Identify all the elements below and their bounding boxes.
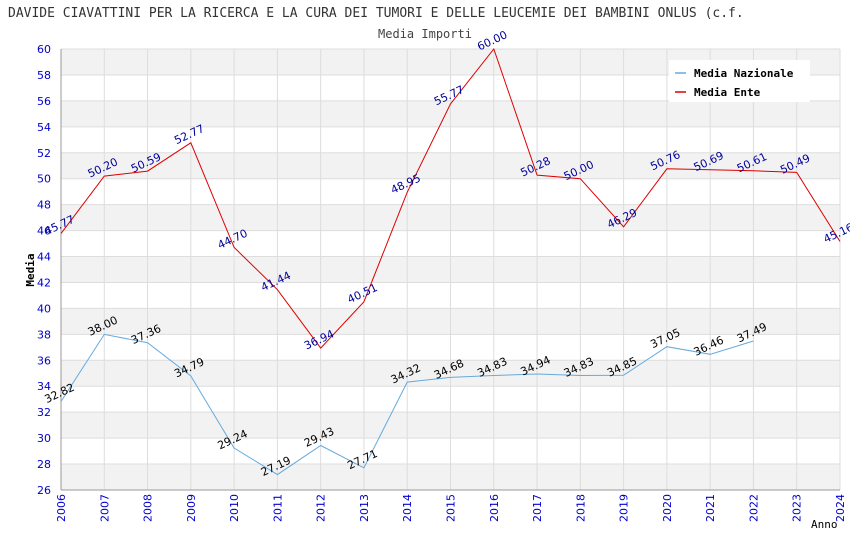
y-tick-label: 60: [37, 43, 51, 56]
chart-title: DAVIDE CIAVATTINI PER LA RICERCA E LA CU…: [8, 6, 744, 21]
y-tick-label: 52: [37, 147, 51, 160]
x-tick-label: 2010: [228, 494, 241, 522]
legend-label: Media Ente: [694, 86, 761, 99]
y-tick-label: 58: [37, 69, 51, 82]
x-tick-labels: 2006 2007 2008 2009 2010 2011 2012 2013 2014 2015…: [55, 494, 847, 522]
y-tick-labels: 26 28 30 32 34 36 38 40 42 44 46 48 50 52 54 56 58 60: [37, 43, 51, 497]
data-label: 45.77: [42, 213, 76, 238]
y-tick-label: 34: [37, 380, 51, 393]
y-tick-label: 30: [37, 432, 51, 445]
y-tick-label: 26: [37, 484, 51, 497]
y-tick-label: 48: [37, 199, 51, 212]
x-tick-label: 2022: [747, 494, 760, 522]
x-tick-label: 2007: [98, 494, 111, 522]
y-tick-label: 50: [37, 173, 51, 186]
x-tick-label: 2006: [55, 494, 68, 522]
legend-label: Media Nazionale: [694, 67, 794, 80]
data-label: 36.46: [692, 334, 726, 359]
x-tick-label: 2018: [574, 494, 587, 522]
x-axis-label: Anno: [811, 518, 838, 531]
x-tick-label: 2023: [791, 494, 804, 522]
axes: [60, 49, 840, 491]
y-tick-label: 38: [37, 328, 51, 341]
y-axis-label: Media: [24, 253, 37, 286]
y-tick-label: 40: [37, 302, 51, 315]
x-tick-label: 2011: [271, 494, 284, 522]
x-tick-label: 2020: [661, 494, 674, 522]
x-tick-label: 2013: [358, 494, 371, 522]
y-tick-label: 44: [37, 251, 51, 264]
x-tick-label: 2016: [488, 494, 501, 522]
x-tick-label: 2017: [531, 494, 544, 522]
y-tick-label: 46: [37, 225, 51, 238]
y-tick-label: 56: [37, 95, 51, 108]
x-tick-label: 2009: [185, 494, 198, 522]
chart-subtitle: Media Importi: [378, 27, 472, 41]
y-tick-label: 36: [37, 354, 51, 367]
x-tick-label: 2014: [401, 494, 414, 522]
y-tick-label: 28: [37, 458, 51, 471]
data-label: 40.51: [345, 281, 379, 306]
x-tick-label: 2012: [315, 494, 328, 522]
y-tick-label: 54: [37, 121, 51, 134]
x-tick-label: 2008: [142, 494, 155, 522]
y-tick-label: 42: [37, 276, 51, 289]
x-tick-label: 2019: [618, 494, 631, 522]
x-tick-label: 2015: [445, 494, 458, 522]
series-lines: [60, 47, 841, 476]
x-tick-label: 2021: [704, 494, 717, 522]
series-line-1: [60, 47, 841, 349]
legend: Media Nazionale Media Ente: [669, 60, 810, 102]
x-tick-label: 2024: [834, 494, 847, 522]
series-line-0: [60, 333, 754, 476]
y-tick-label: 32: [37, 406, 51, 419]
legend-box: [669, 60, 810, 102]
